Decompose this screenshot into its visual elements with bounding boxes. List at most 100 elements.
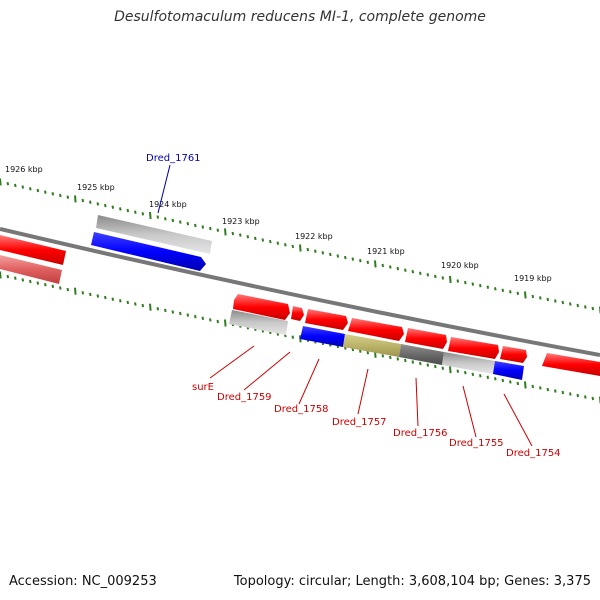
minor-tick <box>321 251 325 255</box>
minor-tick <box>486 285 490 289</box>
minor-tick <box>186 313 190 317</box>
major-tick <box>74 195 77 203</box>
minor-tick <box>486 375 490 379</box>
minor-tick <box>464 280 467 285</box>
gene-arrow-dred-1757[interactable] <box>343 334 401 357</box>
gene-arrow[interactable] <box>233 294 290 320</box>
minor-tick <box>411 360 415 364</box>
gene-label-dred-1758[interactable]: Dred_1758 <box>274 404 329 415</box>
gene-label-dred-1755[interactable]: Dred_1755 <box>449 438 504 449</box>
gene-label-dred-1756[interactable]: Dred_1756 <box>393 428 448 439</box>
minor-tick <box>396 266 400 271</box>
minor-tick <box>554 299 557 303</box>
minor-tick <box>164 217 167 221</box>
minor-tick <box>389 355 392 360</box>
minor-tick <box>501 378 505 383</box>
gene-arrow-dred-1758[interactable] <box>300 326 345 347</box>
minor-tick <box>21 185 25 189</box>
gene-label-sure[interactable]: surE <box>192 382 214 393</box>
gene-arrow[interactable] <box>229 310 288 335</box>
gene-arrow[interactable] <box>0 235 66 265</box>
minor-tick <box>404 358 407 363</box>
gene-arrow[interactable] <box>542 353 600 376</box>
minor-tick <box>156 215 160 219</box>
minor-tick <box>501 288 505 292</box>
scale-label: 1923 kbp <box>222 217 260 226</box>
minor-tick <box>134 210 137 214</box>
gene-arrow[interactable] <box>348 318 404 341</box>
major-tick <box>149 211 152 220</box>
minor-tick <box>591 396 595 401</box>
gene-arrow[interactable] <box>305 309 348 330</box>
minor-tick <box>366 260 370 264</box>
gene-arrow[interactable] <box>448 337 499 359</box>
gene-label-dred-1754[interactable]: Dred_1754 <box>506 448 561 459</box>
major-tick <box>374 260 377 268</box>
minor-tick <box>209 318 212 322</box>
gene-arrow-dred-1755[interactable] <box>442 352 495 374</box>
minor-tick <box>441 366 445 370</box>
minor-tick <box>404 268 407 272</box>
gene-arrow[interactable] <box>96 215 212 254</box>
gene-label-dred-1757[interactable]: Dred_1757 <box>332 417 387 428</box>
minor-tick <box>51 192 55 196</box>
minor-tick <box>569 392 572 396</box>
scale-label: 1921 kbp <box>367 247 405 256</box>
minor-tick <box>456 369 460 373</box>
minor-tick <box>89 200 92 204</box>
gene-label-dred-1759[interactable]: Dred_1759 <box>217 392 272 403</box>
minor-tick <box>426 273 430 277</box>
minor-tick <box>531 384 535 389</box>
minor-tick <box>111 205 115 209</box>
minor-tick <box>434 274 437 279</box>
gene-label-dred-1761[interactable]: Dred_1761 <box>146 153 201 164</box>
minor-tick <box>419 271 422 275</box>
minor-tick <box>179 311 182 316</box>
major-tick <box>524 381 527 389</box>
minor-tick <box>246 235 250 239</box>
minor-tick <box>539 296 542 300</box>
minor-tick <box>516 291 520 295</box>
minor-tick <box>546 297 550 302</box>
minor-tick <box>179 220 182 224</box>
minor-tick <box>104 295 107 300</box>
minor-tick <box>306 247 310 252</box>
gene-arrow[interactable] <box>291 306 304 321</box>
scale-label: 1922 kbp <box>295 232 333 241</box>
genome-backbone <box>0 227 600 357</box>
minor-tick <box>381 354 385 358</box>
gene-arrow[interactable] <box>500 346 527 363</box>
gene-arrow[interactable] <box>0 255 62 284</box>
minor-tick <box>201 316 205 320</box>
minor-tick <box>464 371 467 375</box>
minor-tick <box>546 387 550 392</box>
minor-tick <box>231 231 235 236</box>
minor-tick <box>194 223 197 228</box>
minor-tick <box>366 351 370 355</box>
map-title: Desulfotomaculum reducens MI-1, complete… <box>114 9 486 25</box>
minor-tick <box>81 198 85 203</box>
minor-tick <box>509 380 512 384</box>
minor-tick <box>584 395 587 399</box>
minor-tick <box>216 228 220 232</box>
minor-tick <box>576 393 580 398</box>
minor-tick <box>36 281 40 285</box>
minor-tick <box>239 233 242 237</box>
gene-arrow-dred-1754[interactable] <box>493 361 524 380</box>
major-tick <box>524 291 527 299</box>
minor-tick <box>441 276 445 280</box>
minor-tick <box>471 372 475 376</box>
gene-arrow[interactable] <box>405 328 447 349</box>
gene-arrow-dred-1756[interactable] <box>399 344 444 365</box>
gene-arrow-dred-1761[interactable] <box>91 232 206 271</box>
minor-tick <box>314 249 317 253</box>
minor-tick <box>389 265 392 269</box>
minor-tick <box>201 225 205 229</box>
minor-tick <box>66 195 70 199</box>
minor-tick <box>126 208 130 213</box>
minor-tick <box>186 222 190 226</box>
minor-tick <box>539 386 542 390</box>
minor-tick <box>96 202 100 206</box>
major-tick <box>74 287 77 295</box>
